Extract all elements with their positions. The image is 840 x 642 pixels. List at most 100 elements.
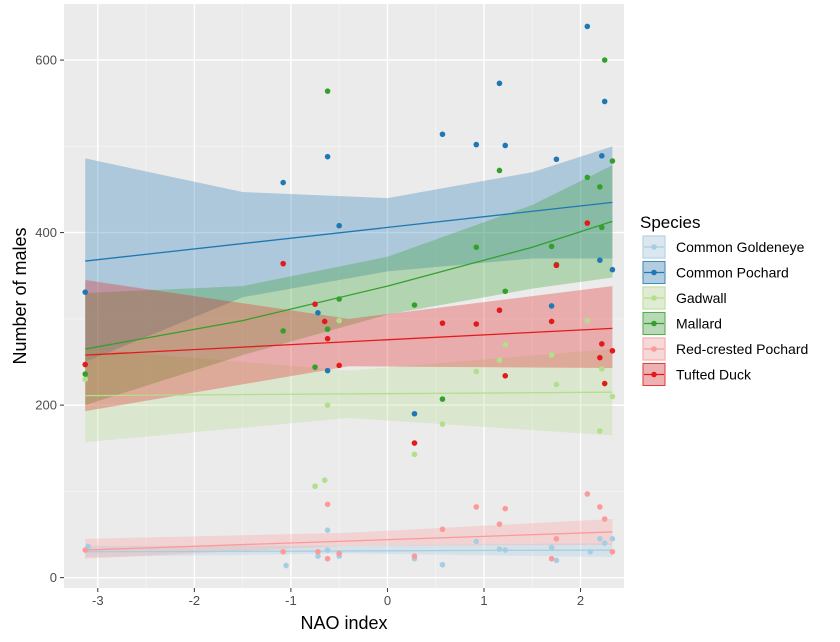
x-tick-label: 1 — [480, 593, 487, 608]
data-point — [411, 302, 418, 308]
data-point — [439, 131, 446, 138]
major-gridlines — [64, 4, 624, 588]
fit-line — [85, 531, 613, 551]
data-point — [548, 555, 555, 562]
y-tick-label: 0 — [50, 570, 57, 585]
data-point — [601, 57, 608, 63]
legend-label: Common Pochard — [676, 265, 789, 281]
data-point — [584, 220, 591, 226]
data-point — [324, 153, 331, 160]
legend-key-point — [651, 295, 657, 301]
fit-line — [85, 201, 613, 262]
data-point — [548, 544, 555, 551]
data-point — [411, 553, 418, 559]
data-point — [598, 341, 605, 347]
data-point — [496, 357, 503, 364]
data-point — [439, 396, 446, 402]
y-axis-ticks: 0 200 400 600 — [35, 53, 64, 585]
data-point — [324, 547, 331, 553]
data-point — [336, 222, 342, 229]
legend-label: Mallard — [676, 316, 722, 332]
data-point — [496, 307, 503, 314]
data-point — [597, 257, 603, 264]
data-point — [82, 361, 89, 368]
data-point — [502, 505, 509, 512]
data-point — [553, 536, 560, 542]
data-point — [553, 381, 560, 388]
data-point — [411, 410, 418, 417]
data-point — [597, 184, 603, 190]
data-point — [601, 540, 608, 546]
data-point — [598, 153, 605, 159]
data-point — [82, 289, 89, 295]
data-point — [553, 156, 560, 163]
data-point — [324, 88, 331, 94]
data-point — [496, 546, 503, 552]
fit-line — [85, 327, 613, 356]
data-point — [496, 80, 503, 87]
data-point — [439, 421, 446, 427]
confidence-band — [85, 543, 613, 557]
data-point — [411, 451, 418, 458]
legend-key-point — [651, 320, 657, 327]
data-point — [598, 224, 605, 231]
data-point — [321, 318, 328, 325]
data-point — [280, 179, 286, 186]
data-point — [336, 362, 342, 369]
data-point — [609, 347, 616, 354]
x-tick-label: -1 — [285, 593, 297, 608]
data-point — [324, 555, 331, 562]
fit-line — [85, 549, 613, 553]
data-point — [548, 318, 555, 325]
data-point — [496, 167, 503, 174]
legend-key-point — [651, 244, 657, 250]
legend-title: Species — [640, 213, 700, 232]
data-point — [324, 527, 331, 534]
legend-label: Gadwall — [676, 290, 727, 306]
data-point — [324, 367, 331, 374]
confidence-band — [85, 165, 613, 406]
data-point — [584, 317, 591, 324]
data-point — [315, 553, 321, 559]
data-point — [502, 341, 509, 348]
legend-key-point — [651, 371, 657, 378]
data-point — [280, 548, 286, 555]
data-point — [336, 317, 342, 324]
data-point — [280, 328, 286, 334]
data-point — [502, 142, 509, 149]
y-axis-title: Number of males — [10, 227, 30, 364]
data-point — [312, 483, 318, 490]
data-point — [548, 303, 555, 309]
data-point — [601, 380, 608, 387]
y-tick-label: 200 — [35, 398, 57, 413]
fit-line — [85, 391, 613, 397]
data-point — [597, 428, 603, 434]
data-point — [324, 326, 331, 333]
data-point — [553, 557, 560, 564]
data-point — [502, 372, 509, 379]
data-point — [439, 526, 446, 533]
y-tick-label: 600 — [35, 53, 57, 68]
data-point — [601, 98, 608, 105]
data-point — [283, 562, 289, 569]
data-point — [473, 141, 480, 148]
data-point — [324, 402, 331, 408]
y-tick-label: 400 — [35, 225, 57, 240]
x-tick-label: 0 — [384, 593, 391, 608]
x-tick-label: -2 — [189, 593, 201, 608]
data-point — [315, 310, 321, 316]
fit-lines — [85, 201, 613, 553]
data-point — [609, 266, 616, 273]
data-point — [584, 491, 591, 497]
data-point — [439, 561, 446, 568]
data-point — [312, 301, 318, 307]
data-point — [609, 393, 616, 400]
data-point — [496, 521, 503, 527]
legend-label: Tufted Duck — [676, 367, 752, 383]
data-points — [82, 23, 616, 569]
data-point — [502, 547, 509, 553]
legend-key-point — [651, 346, 657, 352]
confidence-band — [85, 280, 613, 412]
data-point — [82, 547, 89, 553]
